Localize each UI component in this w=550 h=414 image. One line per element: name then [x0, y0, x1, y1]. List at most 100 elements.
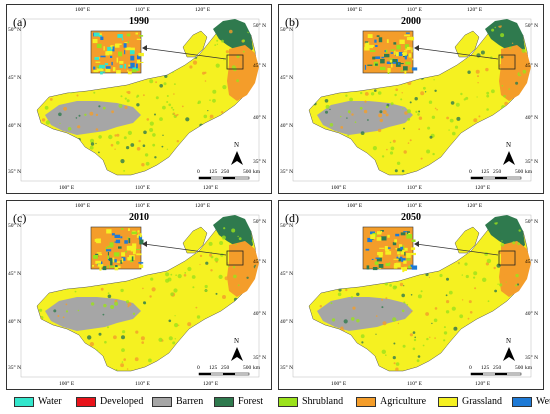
right-latitude-tick: 40° N [525, 311, 539, 317]
scale-bar-tick: 0 [469, 365, 472, 371]
legend-label: Agriculture [380, 396, 427, 407]
scale-bar-tick: 0 [197, 169, 200, 175]
top-longitude-tick: 110° E [135, 203, 150, 209]
scale-bar [470, 372, 522, 376]
scale-bar-tick: 250 [493, 365, 502, 371]
left-latitude-tick: 45° N [280, 271, 294, 277]
bottom-longitude-tick: 110° E [407, 381, 422, 387]
right-latitude-tick: 35° N [253, 159, 267, 165]
north-label: N [506, 141, 512, 149]
agriculture-area [227, 241, 259, 297]
legend-label: Shrubland [302, 396, 344, 407]
north-arrow-icon [503, 347, 515, 361]
map-panel-2050: (d) 2050 100° E 110° E 120° E 100° E 110° E 120… [278, 200, 544, 390]
bottom-longitude-tick: 120° E [475, 185, 491, 191]
legend-swatch [14, 397, 34, 407]
scale-bar-tick: 125 [209, 365, 218, 371]
right-latitude-tick: 35° N [525, 159, 539, 165]
scale-bar-tick: 0 [197, 365, 200, 371]
legend-swatch [438, 397, 458, 407]
agriculture-area [227, 45, 259, 101]
legend-label: Barren [176, 396, 204, 407]
right-latitude-tick: 40° N [253, 311, 267, 317]
panel-label: (a) [13, 15, 27, 29]
left-latitude-tick: 45° N [8, 75, 22, 81]
scale-bar-tick: 0 [469, 169, 472, 175]
right-latitude-tick: 40° N [253, 115, 267, 121]
inset-zoom [90, 226, 144, 271]
right-latitude-tick: 35° N [253, 355, 267, 361]
right-latitude-tick: 45° N [525, 259, 539, 265]
map-panel-2000: (b) 2000 100° E 110° E 120° E 100° E 110° E 120… [278, 4, 544, 194]
scale-bar-tick: 125 [481, 169, 490, 175]
right-latitude-tick: 45° N [253, 259, 267, 265]
legend-swatch [214, 397, 234, 407]
top-longitude-tick: 120° E [467, 203, 483, 209]
map-panel-2010: (c) 2010 100° E 110° E 120° E 100° E 110° E 120… [6, 200, 272, 390]
barren-area [45, 297, 141, 331]
left-latitude-tick: 50° N [280, 27, 294, 33]
inset-arrow [143, 47, 227, 60]
bottom-longitude-tick: 100° E [331, 185, 347, 191]
inset-arrow [415, 47, 499, 60]
panel-label: (c) [13, 211, 27, 225]
left-latitude-tick: 45° N [8, 271, 22, 277]
map-canvas [292, 18, 532, 182]
right-latitude-tick: 40° N [525, 115, 539, 121]
left-latitude-tick: 40° N [8, 319, 22, 325]
panel-label: (d) [285, 211, 299, 225]
legend-label: Grassland [462, 396, 502, 407]
scale-bar [198, 176, 250, 180]
bottom-longitude-tick: 120° E [475, 381, 491, 387]
panel-year-title: 1990 [129, 16, 149, 27]
inset-arrow [143, 243, 227, 256]
scale-bar [470, 176, 522, 180]
scale-bar-tick: 500 [515, 169, 524, 175]
northern-grassland [182, 30, 208, 58]
top-longitude-tick: 110° E [135, 7, 150, 13]
scale-bar-unit: km [253, 365, 261, 371]
legend-label: Developed [100, 396, 144, 407]
left-latitude-tick: 40° N [8, 123, 22, 129]
agriculture-area [499, 45, 531, 101]
map-panel-1990: (a) 1990 100° E 110° E 120° E 100° E 110° E 120… [6, 4, 272, 194]
left-latitude-tick: 45° N [280, 75, 294, 81]
bottom-longitude-tick: 110° E [135, 185, 150, 191]
panel-year-title: 2050 [401, 212, 421, 223]
agriculture-area [499, 241, 531, 297]
north-arrow-icon [503, 151, 515, 165]
north-arrow-icon [231, 151, 243, 165]
top-longitude-tick: 110° E [407, 7, 422, 13]
north-label: N [506, 337, 512, 345]
scale-bar-unit: km [253, 169, 261, 175]
legend-swatch [278, 397, 298, 407]
right-latitude-tick: 50° N [525, 23, 539, 29]
right-latitude-tick: 50° N [253, 219, 267, 225]
top-longitude-tick: 120° E [467, 7, 483, 13]
right-latitude-tick: 50° N [525, 219, 539, 225]
panel-year-title: 2010 [129, 212, 149, 223]
bottom-longitude-tick: 120° E [203, 185, 219, 191]
scale-bar-tick: 500 [243, 169, 252, 175]
map-canvas [20, 18, 260, 182]
panel-year-title: 2000 [401, 16, 421, 27]
top-longitude-tick: 110° E [407, 203, 422, 209]
panel-label: (b) [285, 15, 299, 29]
bottom-longitude-tick: 100° E [59, 381, 75, 387]
scale-bar [198, 372, 250, 376]
left-latitude-tick: 40° N [280, 319, 294, 325]
bottom-longitude-tick: 100° E [331, 381, 347, 387]
scale-bar-unit: km [525, 365, 533, 371]
barren-area [45, 101, 141, 135]
top-longitude-tick: 120° E [195, 7, 211, 13]
legend-label: Forest [238, 396, 263, 407]
right-latitude-tick: 45° N [253, 63, 267, 69]
scale-bar-tick: 125 [209, 169, 218, 175]
north-label: N [234, 141, 240, 149]
top-longitude-tick: 100° E [347, 7, 363, 13]
right-latitude-tick: 50° N [253, 23, 267, 29]
scale-bar-tick: 500 [515, 365, 524, 371]
land-cover-legend: Water Developed Barren Forest Shrubland Agric… [14, 394, 550, 412]
map-canvas [20, 214, 260, 378]
left-latitude-tick: 50° N [8, 27, 22, 33]
